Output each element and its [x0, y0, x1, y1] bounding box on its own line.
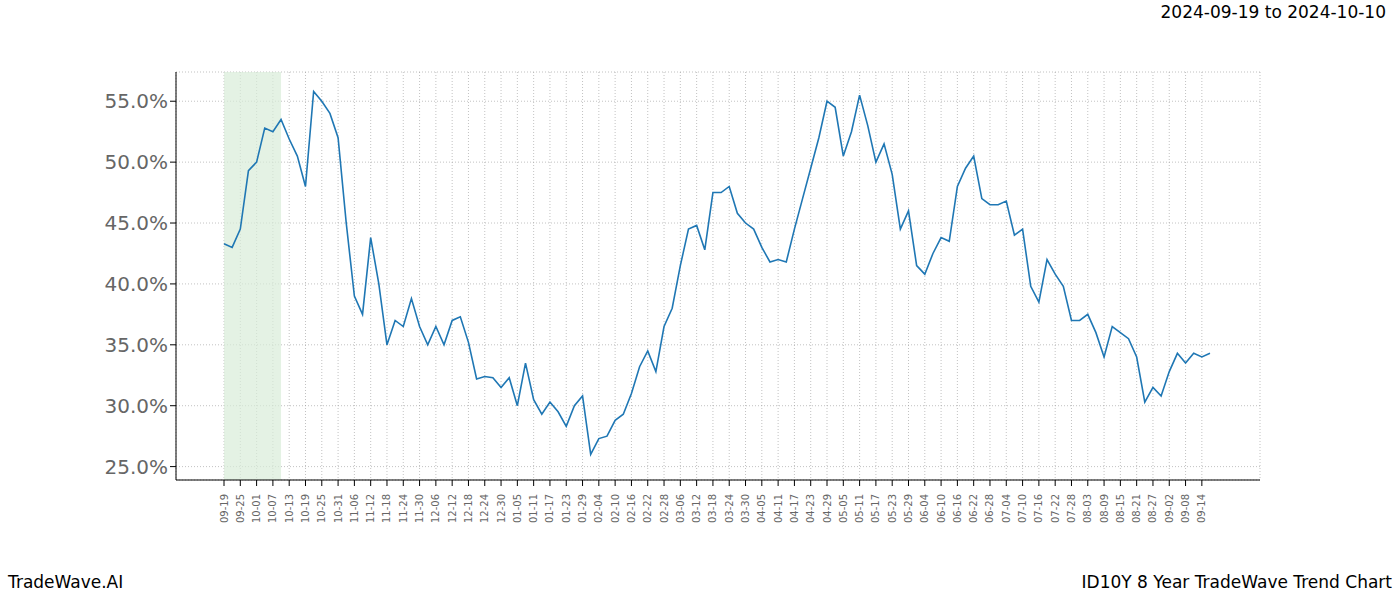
svg-text:11-30: 11-30 — [414, 494, 425, 523]
svg-text:08-09: 08-09 — [1099, 494, 1110, 523]
svg-text:08-21: 08-21 — [1131, 494, 1142, 523]
svg-text:07-16: 07-16 — [1033, 494, 1044, 523]
svg-text:05-29: 05-29 — [903, 494, 914, 523]
svg-text:11-18: 11-18 — [381, 494, 392, 523]
svg-text:06-10: 06-10 — [936, 494, 947, 523]
svg-text:55.0%: 55.0% — [104, 89, 168, 113]
svg-text:11-24: 11-24 — [398, 494, 409, 523]
svg-text:02-04: 02-04 — [593, 494, 604, 523]
svg-text:12-30: 12-30 — [496, 494, 507, 523]
svg-text:10-19: 10-19 — [300, 494, 311, 523]
svg-text:11-06: 11-06 — [349, 494, 360, 523]
svg-text:07-22: 07-22 — [1050, 494, 1061, 523]
svg-text:12-06: 12-06 — [430, 494, 441, 523]
svg-text:06-28: 06-28 — [984, 494, 995, 523]
svg-text:01-29: 01-29 — [577, 494, 588, 523]
html-text:ID10Y 8 Year TradeWave Trend C: ID10Y 8 Year TradeWave Trend Chart — [1081, 572, 1392, 592]
svg-text:03-18: 03-18 — [707, 494, 718, 523]
svg-text:05-11: 05-11 — [854, 494, 865, 523]
svg-text:05-05: 05-05 — [838, 494, 849, 523]
svg-text:09-25: 09-25 — [235, 494, 246, 523]
svg-text:02-16: 02-16 — [626, 494, 637, 523]
svg-text:03-12: 03-12 — [691, 494, 702, 523]
svg-text:08-15: 08-15 — [1115, 494, 1126, 523]
svg-text:04-11: 04-11 — [773, 494, 784, 523]
svg-text:02-10: 02-10 — [610, 494, 621, 523]
svg-text:10-31: 10-31 — [333, 494, 344, 523]
svg-text:04-29: 04-29 — [822, 494, 833, 523]
svg-text:01-05: 01-05 — [512, 494, 523, 523]
svg-text:09-08: 09-08 — [1180, 494, 1191, 523]
svg-text:12-12: 12-12 — [447, 494, 458, 523]
svg-text:04-05: 04-05 — [756, 494, 767, 523]
svg-text:12-18: 12-18 — [463, 494, 474, 523]
svg-text:07-10: 07-10 — [1017, 494, 1028, 523]
svg-text:03-06: 03-06 — [675, 494, 686, 523]
svg-text:04-17: 04-17 — [789, 494, 800, 523]
svg-text:02-22: 02-22 — [642, 494, 653, 523]
svg-text:07-28: 07-28 — [1066, 494, 1077, 523]
svg-text:03-30: 03-30 — [740, 494, 751, 523]
svg-text:08-27: 08-27 — [1147, 494, 1158, 523]
svg-text:11-12: 11-12 — [365, 494, 376, 523]
svg-text:06-04: 06-04 — [919, 494, 930, 523]
html-text:2024-09-19 to 2024-10-10: 2024-09-19 to 2024-10-10 — [1160, 2, 1386, 22]
svg-text:01-11: 01-11 — [528, 494, 539, 523]
svg-text:07-04: 07-04 — [1001, 494, 1012, 523]
svg-text:40.0%: 40.0% — [104, 272, 168, 296]
svg-text:10-01: 10-01 — [251, 494, 262, 523]
svg-text:05-17: 05-17 — [870, 494, 881, 523]
svg-text:02-28: 02-28 — [659, 494, 670, 523]
svg-text:10-25: 10-25 — [316, 494, 327, 523]
svg-text:09-19: 09-19 — [219, 494, 230, 523]
svg-text:09-14: 09-14 — [1196, 494, 1207, 523]
svg-text:01-17: 01-17 — [544, 494, 555, 523]
svg-text:45.0%: 45.0% — [104, 211, 168, 235]
svg-text:09-02: 09-02 — [1164, 494, 1175, 523]
svg-text:06-22: 06-22 — [968, 494, 979, 523]
svg-text:01-23: 01-23 — [561, 494, 572, 523]
svg-text:30.0%: 30.0% — [104, 394, 168, 418]
svg-text:35.0%: 35.0% — [104, 333, 168, 357]
html-text:TradeWave.AI: TradeWave.AI — [8, 572, 124, 592]
svg-text:50.0%: 50.0% — [104, 150, 168, 174]
svg-text:10-07: 10-07 — [267, 494, 278, 523]
svg-text:12-24: 12-24 — [479, 494, 490, 523]
svg-text:06-16: 06-16 — [952, 494, 963, 523]
svg-text:03-24: 03-24 — [724, 494, 735, 523]
svg-text:08-03: 08-03 — [1082, 494, 1093, 523]
svg-text:10-13: 10-13 — [284, 494, 295, 523]
svg-text:05-23: 05-23 — [887, 494, 898, 523]
svg-text:25.0%: 25.0% — [104, 455, 168, 479]
svg-text:04-23: 04-23 — [805, 494, 816, 523]
